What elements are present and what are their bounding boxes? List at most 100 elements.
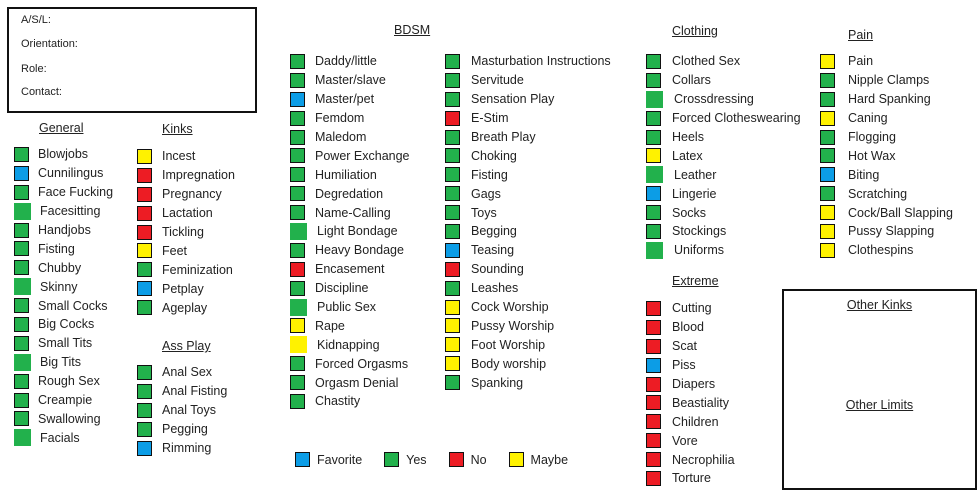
checklist-item[interactable]: Lingerie (646, 184, 801, 203)
status-yes-checkbox[interactable] (290, 148, 305, 164)
checklist-item[interactable]: Femdom (290, 109, 410, 128)
checklist-item[interactable]: Masturbation Instructions (445, 52, 611, 71)
checklist-item[interactable]: Foot Worship (445, 335, 611, 354)
checklist-item[interactable]: Small Cocks (14, 296, 113, 315)
status-favorite-checkbox[interactable] (646, 186, 661, 202)
status-yes-checkbox[interactable] (14, 373, 29, 389)
status-yes-checkbox[interactable] (445, 205, 460, 221)
checklist-item[interactable]: Latex (646, 146, 801, 165)
status-maybe-checkbox[interactable] (820, 53, 835, 69)
status-yes-checkbox[interactable] (820, 91, 835, 107)
status-yes-checkbox[interactable] (137, 383, 152, 399)
checklist-item[interactable]: Socks (646, 203, 801, 222)
checklist-item[interactable]: Necrophilia (646, 450, 735, 469)
status-no-checkbox[interactable] (445, 110, 460, 126)
status-yes-checkbox[interactable] (646, 205, 661, 221)
checklist-item[interactable]: Anal Sex (137, 363, 227, 382)
checklist-item[interactable]: Stockings (646, 222, 801, 241)
status-favorite-checkbox[interactable] (137, 440, 152, 456)
status-yes-checkbox[interactable] (290, 205, 305, 221)
status-no-checkbox[interactable] (646, 319, 661, 335)
status-yes-checkbox[interactable] (137, 364, 152, 380)
status-yes-checkbox[interactable] (137, 421, 152, 437)
checklist-item[interactable]: Petplay (137, 279, 235, 298)
status-maybe-checkbox[interactable] (137, 243, 152, 259)
status-yes-checkbox[interactable] (646, 223, 661, 239)
checklist-item[interactable]: Face Fucking (14, 183, 113, 202)
status-favorite-checkbox[interactable] (820, 167, 835, 183)
status-yes-checkbox[interactable] (290, 167, 305, 183)
status-maybe-checkbox[interactable] (137, 148, 152, 164)
checklist-item[interactable]: Flogging (820, 128, 953, 147)
checklist-item[interactable]: Forced Orgasms (290, 354, 410, 373)
status-yes-checkbox[interactable] (445, 91, 460, 107)
status-yes-checkbox[interactable] (14, 146, 29, 162)
checklist-item[interactable]: Humiliation (290, 165, 410, 184)
checklist-item[interactable]: Rape (290, 316, 410, 335)
status-yes-checkbox[interactable] (445, 186, 460, 202)
checklist-item[interactable]: Sounding (445, 260, 611, 279)
status-yes-checkbox[interactable] (445, 375, 460, 391)
status-yes-checkbox[interactable] (14, 184, 29, 200)
status-favorite-checkbox[interactable] (646, 357, 661, 373)
checklist-item[interactable]: Heels (646, 128, 801, 147)
status-no-checkbox[interactable] (646, 452, 661, 468)
status-yes-checkbox[interactable] (290, 298, 307, 316)
checklist-item[interactable]: Cunnilingus (14, 164, 113, 183)
status-yes-checkbox[interactable] (646, 110, 661, 126)
checklist-item[interactable]: Pain (820, 52, 953, 71)
checklist-item[interactable]: Hard Spanking (820, 90, 953, 109)
status-maybe-checkbox[interactable] (820, 110, 835, 126)
checklist-item[interactable]: Spanking (445, 373, 611, 392)
checklist-item[interactable]: Nipple Clamps (820, 71, 953, 90)
checklist-item[interactable]: Lactation (137, 204, 235, 223)
checklist-item[interactable]: Skinny (14, 277, 113, 296)
status-no-checkbox[interactable] (445, 261, 460, 277)
checklist-item[interactable]: Servitude (445, 71, 611, 90)
status-yes-checkbox[interactable] (445, 167, 460, 183)
status-yes-checkbox[interactable] (290, 72, 305, 88)
status-yes-checkbox[interactable] (14, 335, 29, 351)
checklist-item[interactable]: Blood (646, 318, 735, 337)
checklist-item[interactable]: Name-Calling (290, 203, 410, 222)
checklist-item[interactable]: Piss (646, 356, 735, 375)
checklist-item[interactable]: Feminization (137, 260, 235, 279)
checklist-item[interactable]: Feet (137, 241, 235, 260)
status-yes-checkbox[interactable] (290, 53, 305, 69)
checklist-item[interactable]: Toys (445, 203, 611, 222)
checklist-item[interactable]: Choking (445, 146, 611, 165)
checklist-item[interactable]: Pussy Slapping (820, 222, 953, 241)
status-yes-checkbox[interactable] (646, 72, 661, 88)
checklist-item[interactable]: Crossdressing (646, 90, 801, 109)
checklist-item[interactable]: Pussy Worship (445, 316, 611, 335)
checklist-item[interactable]: Kidnapping (290, 335, 410, 354)
checklist-item[interactable]: Vore (646, 431, 735, 450)
status-no-checkbox[interactable] (137, 224, 152, 240)
status-favorite-checkbox[interactable] (137, 281, 152, 297)
checklist-item[interactable]: Leashes (445, 279, 611, 298)
status-yes-checkbox[interactable] (290, 356, 305, 372)
status-yes-checkbox[interactable] (14, 411, 29, 427)
checklist-item[interactable]: Beastiality (646, 393, 735, 412)
checklist-item[interactable]: Sensation Play (445, 90, 611, 109)
checklist-item[interactable]: Begging (445, 222, 611, 241)
status-no-checkbox[interactable] (646, 300, 661, 316)
status-favorite-checkbox[interactable] (14, 165, 29, 181)
status-no-checkbox[interactable] (137, 205, 152, 221)
checklist-item[interactable]: Blowjobs (14, 145, 113, 164)
checklist-item[interactable]: Ageplay (137, 298, 235, 317)
status-yes-checkbox[interactable] (14, 278, 31, 296)
status-no-checkbox[interactable] (290, 261, 305, 277)
status-maybe-checkbox[interactable] (820, 223, 835, 239)
checklist-item[interactable]: Big Tits (14, 353, 113, 372)
status-yes-checkbox[interactable] (290, 110, 305, 126)
checklist-item[interactable]: Heavy Bondage (290, 241, 410, 260)
checklist-item[interactable]: Hot Wax (820, 146, 953, 165)
checklist-item[interactable]: Chastity (290, 392, 410, 411)
status-maybe-checkbox[interactable] (820, 205, 835, 221)
checklist-item[interactable]: Swallowing (14, 409, 113, 428)
checklist-item[interactable]: Scat (646, 337, 735, 356)
checklist-item[interactable]: Encasement (290, 260, 410, 279)
checklist-item[interactable]: Cock Worship (445, 298, 611, 317)
checklist-item[interactable]: Caning (820, 109, 953, 128)
